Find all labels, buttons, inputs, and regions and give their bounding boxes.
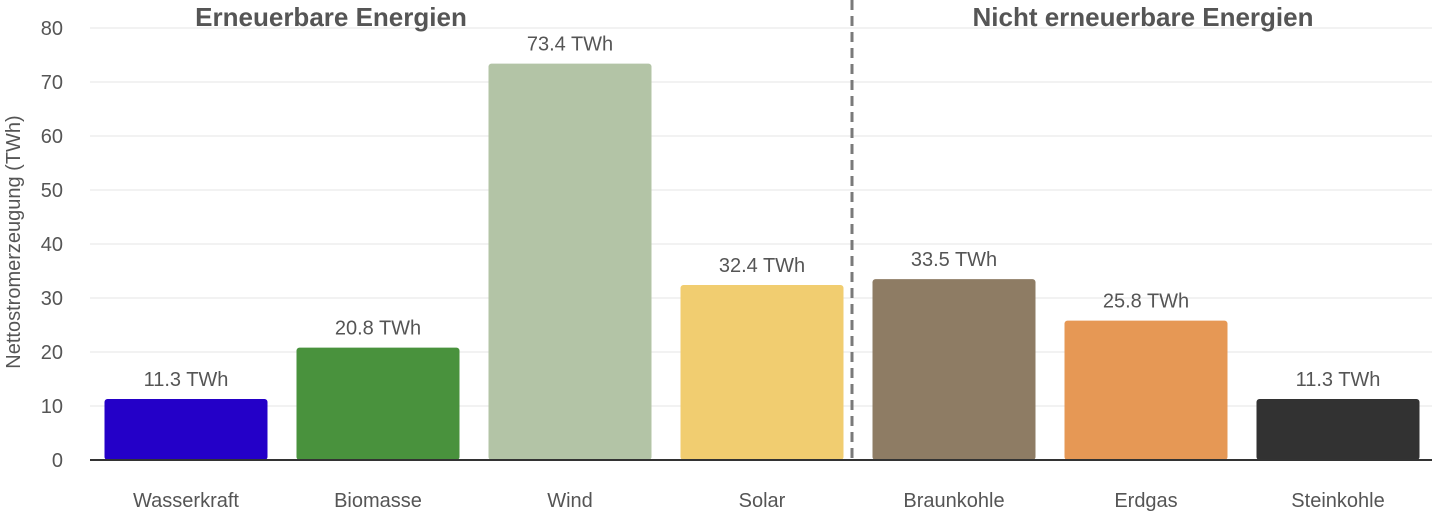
bar	[296, 347, 460, 460]
bar	[1256, 398, 1420, 460]
bar-value-label: 73.4 TWh	[527, 34, 613, 56]
group-label-renewable: Erneuerbare Energien	[195, 2, 467, 32]
y-tick-label: 20	[41, 342, 63, 364]
x-tick-label: Steinkohle	[1291, 490, 1384, 512]
x-tick-label: Wind	[547, 490, 593, 512]
bar	[872, 279, 1036, 460]
y-tick-label: 0	[52, 450, 63, 472]
y-tick-label: 70	[41, 72, 63, 94]
x-axis-ticks: Wasserkraft Biomasse Wind Solar Braunkohle Er…	[133, 490, 1385, 512]
y-tick-label: 50	[41, 180, 63, 202]
y-tick-label: 30	[41, 288, 63, 310]
y-tick-label: 40	[41, 234, 63, 256]
y-tick-label: 60	[41, 126, 63, 148]
bar	[104, 398, 268, 460]
bar-value-label: 11.3 TWh	[1296, 369, 1381, 391]
bar-value-label: 11.3 TWh	[144, 369, 229, 391]
y-axis-ticks: 0 10 20 30 40 50 60 70 80	[41, 18, 63, 472]
bar-value-label: 25.8 TWh	[1103, 291, 1189, 313]
bar	[680, 285, 844, 460]
bar	[1064, 320, 1228, 460]
data-labels: 11.3 TWh 20.8 TWh 73.4 TWh 32.4 TWh 33.5 TWh…	[144, 34, 1381, 391]
bar	[488, 63, 652, 460]
bars	[104, 63, 1420, 460]
x-tick-label: Solar	[739, 490, 786, 512]
x-tick-label: Braunkohle	[903, 490, 1004, 512]
bar-value-label: 20.8 TWh	[335, 318, 421, 340]
bar-value-label: 33.5 TWh	[911, 249, 997, 271]
x-tick-label: Erdgas	[1114, 490, 1177, 512]
x-tick-label: Wasserkraft	[133, 490, 239, 512]
y-axis-label: Nettostromerzeugung (TWh)	[3, 115, 25, 368]
bar-value-label: 32.4 TWh	[719, 255, 805, 277]
y-tick-label: 10	[41, 396, 63, 418]
x-tick-label: Biomasse	[334, 490, 422, 512]
group-label-nonrenewable: Nicht erneuerbare Energien	[973, 2, 1314, 32]
y-tick-label: 80	[41, 18, 63, 40]
